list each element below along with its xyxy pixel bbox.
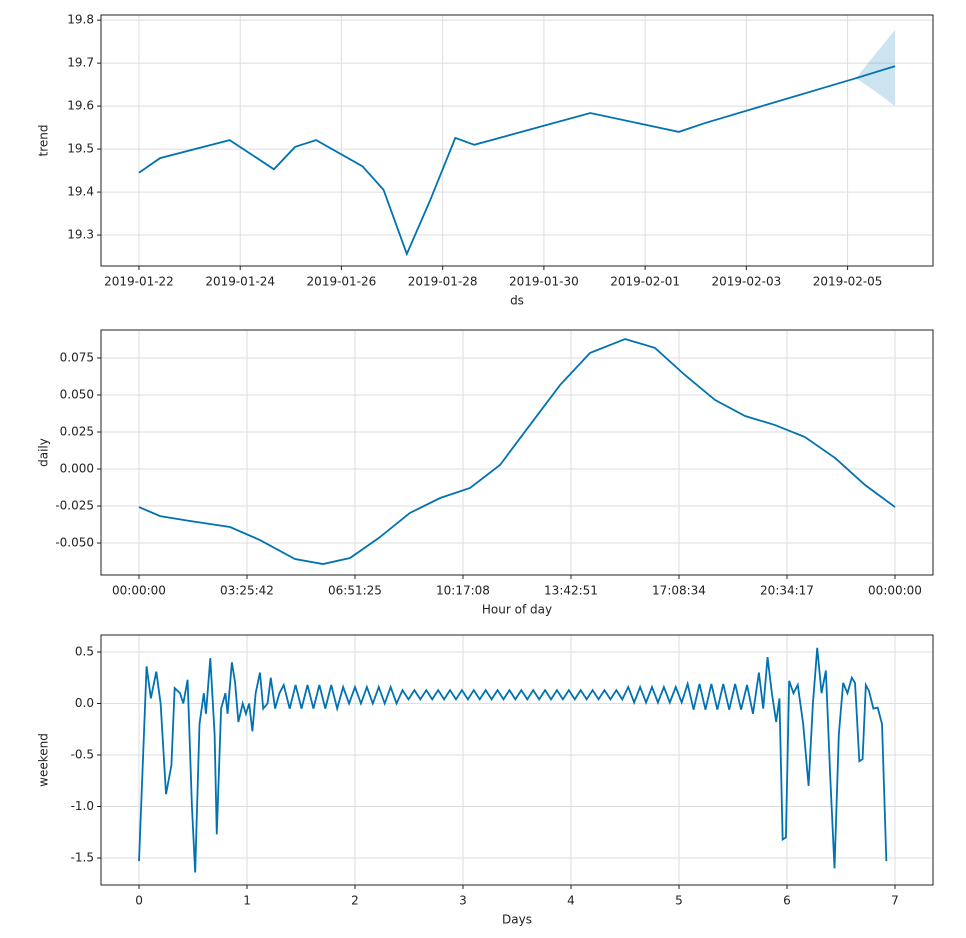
- y-axis-label: daily: [37, 438, 51, 467]
- x-tick-label: 6: [783, 894, 791, 908]
- y-tick-label: 19.7: [67, 56, 94, 70]
- x-tick-label: 2019-02-03: [711, 275, 781, 289]
- y-tick-label: -0.5: [71, 748, 94, 762]
- x-tick-label: 2019-02-05: [813, 275, 883, 289]
- x-tick-label: 2019-01-30: [509, 275, 579, 289]
- y-tick-label: -0.025: [55, 499, 94, 513]
- x-tick-label: 3: [459, 894, 467, 908]
- axes-frame: [100, 634, 934, 886]
- x-tick-label: 13:42:51: [544, 584, 598, 598]
- x-tick-label: 2019-01-28: [408, 275, 478, 289]
- y-tick-label: 19.4: [67, 185, 94, 199]
- line: [138, 647, 888, 873]
- line: [138, 338, 896, 565]
- x-tick-label: 5: [675, 894, 683, 908]
- x-tick-label: 20:34:17: [760, 584, 814, 598]
- y-tick-label: 19.3: [67, 228, 94, 242]
- y-tick-label: 0.0: [75, 696, 94, 710]
- x-tick-label: 2019-02-01: [610, 275, 680, 289]
- y-tick-label: -1.0: [71, 799, 94, 813]
- x-tick-label: 00:00:00: [868, 584, 922, 598]
- x-tick-label: 2019-01-24: [205, 275, 275, 289]
- x-tick-label: 2: [351, 894, 359, 908]
- axes-frame: [100, 14, 934, 267]
- y-tick-label: 19.8: [67, 13, 94, 27]
- line: [138, 65, 896, 257]
- x-tick-label: 7: [891, 894, 899, 908]
- y-tick-label: 0.000: [60, 462, 94, 476]
- y-axis-label: weekend: [37, 733, 51, 787]
- uncertainty-band: [856, 30, 896, 107]
- x-tick-label: 2019-01-26: [307, 275, 377, 289]
- y-axis-label: trend: [37, 125, 51, 157]
- x-tick-label: 17:08:34: [652, 584, 706, 598]
- x-tick-label: 00:00:00: [112, 584, 166, 598]
- y-tick-label: -0.050: [55, 536, 94, 550]
- y-tick-label: 0.5: [75, 644, 94, 658]
- x-tick-label: 1: [243, 894, 251, 908]
- y-tick-label: 0.075: [60, 350, 94, 364]
- y-tick-label: 0.025: [60, 424, 94, 438]
- x-axis-label: Days: [502, 913, 532, 927]
- x-tick-label: 03:25:42: [220, 584, 274, 598]
- x-tick-label: 2019-01-22: [104, 275, 174, 289]
- x-axis-label: ds: [510, 294, 524, 308]
- y-tick-label: -1.5: [71, 851, 94, 865]
- x-axis-label: Hour of day: [482, 603, 552, 617]
- axes-frame: [100, 329, 934, 576]
- y-tick-label: 19.6: [67, 99, 94, 113]
- x-tick-label: 4: [567, 894, 575, 908]
- y-tick-label: 19.5: [67, 142, 94, 156]
- x-tick-label: 10:17:08: [436, 584, 490, 598]
- y-tick-label: 0.050: [60, 387, 94, 401]
- x-tick-label: 0: [135, 894, 143, 908]
- x-tick-label: 06:51:25: [328, 584, 382, 598]
